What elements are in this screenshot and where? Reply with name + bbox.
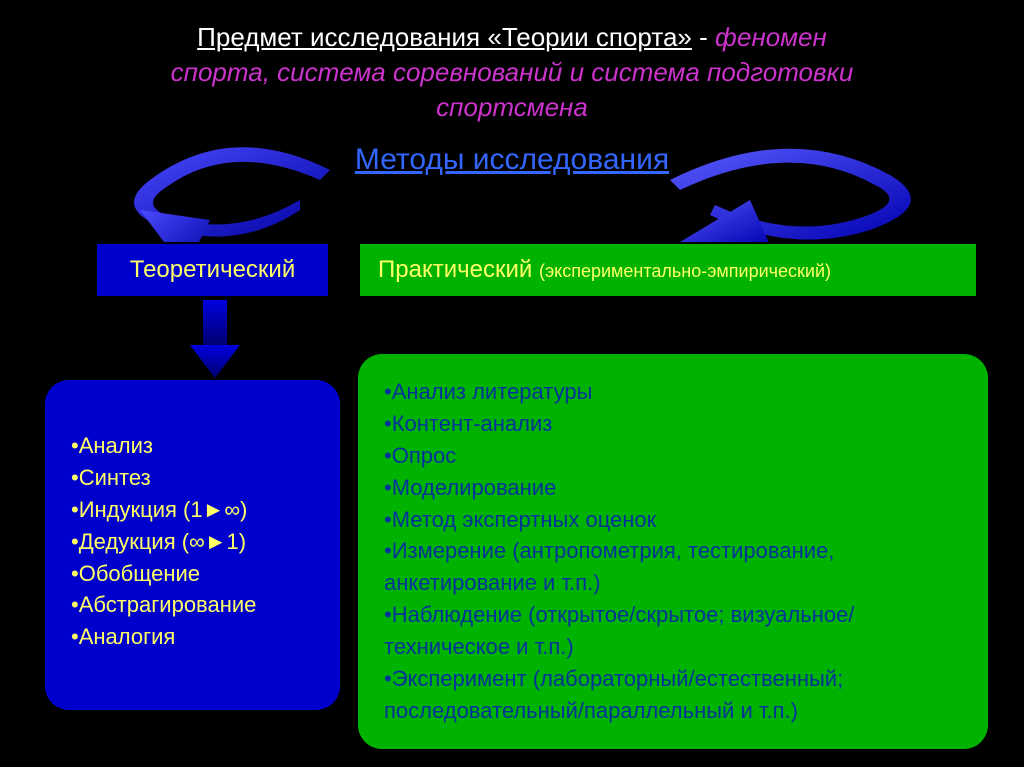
list-item: •Индукция (1►∞) <box>71 494 314 526</box>
theoretical-panel: •Анализ•Синтез•Индукция (1►∞)•Дедукция (… <box>45 380 340 710</box>
title-dash: - <box>692 22 715 52</box>
branch-practical-label: Практический <box>378 256 539 283</box>
slide-title: Предмет исследования «Теории спорта» - ф… <box>0 0 1024 125</box>
branch-practical-sublabel: (экспериментально-эмпирический) <box>539 261 831 281</box>
list-item: •Моделирование <box>384 472 962 504</box>
title-underlined: Предмет исследования «Теории спорта» <box>197 22 692 52</box>
list-item: •Обобщение <box>71 558 314 590</box>
branch-practical: Практический (экспериментально-эмпиричес… <box>358 242 978 298</box>
branch-theoretical-label: Теоретический <box>130 256 295 283</box>
list-item: •Опрос <box>384 440 962 472</box>
list-item: •Аналогия <box>71 621 314 653</box>
list-item: •Анализ литературы <box>384 376 962 408</box>
list-item: •Анализ <box>71 430 314 462</box>
list-item: •Метод экспертных оценок <box>384 504 962 536</box>
practical-panel: •Анализ литературы•Контент-анализ•Опрос•… <box>358 354 988 749</box>
list-item: •Абстрагирование <box>71 589 314 621</box>
title-italic-2: спорта, система соревнований и система п… <box>171 57 854 87</box>
list-item: •Контент-анализ <box>384 408 962 440</box>
list-item: •Измерение (антропометрия, тестирование,… <box>384 535 962 599</box>
list-item: •Эксперимент (лабораторный/естественный;… <box>384 663 962 727</box>
list-item: •Наблюдение (открытое/скрытое; визуально… <box>384 599 962 663</box>
down-arrow-icon <box>185 300 245 380</box>
title-italic-1: феномен <box>715 22 827 52</box>
branch-theoretical: Теоретический <box>95 242 330 298</box>
list-item: •Дедукция (∞►1) <box>71 526 314 558</box>
list-item: •Синтез <box>71 462 314 494</box>
title-italic-3: спортсмена <box>436 92 588 122</box>
